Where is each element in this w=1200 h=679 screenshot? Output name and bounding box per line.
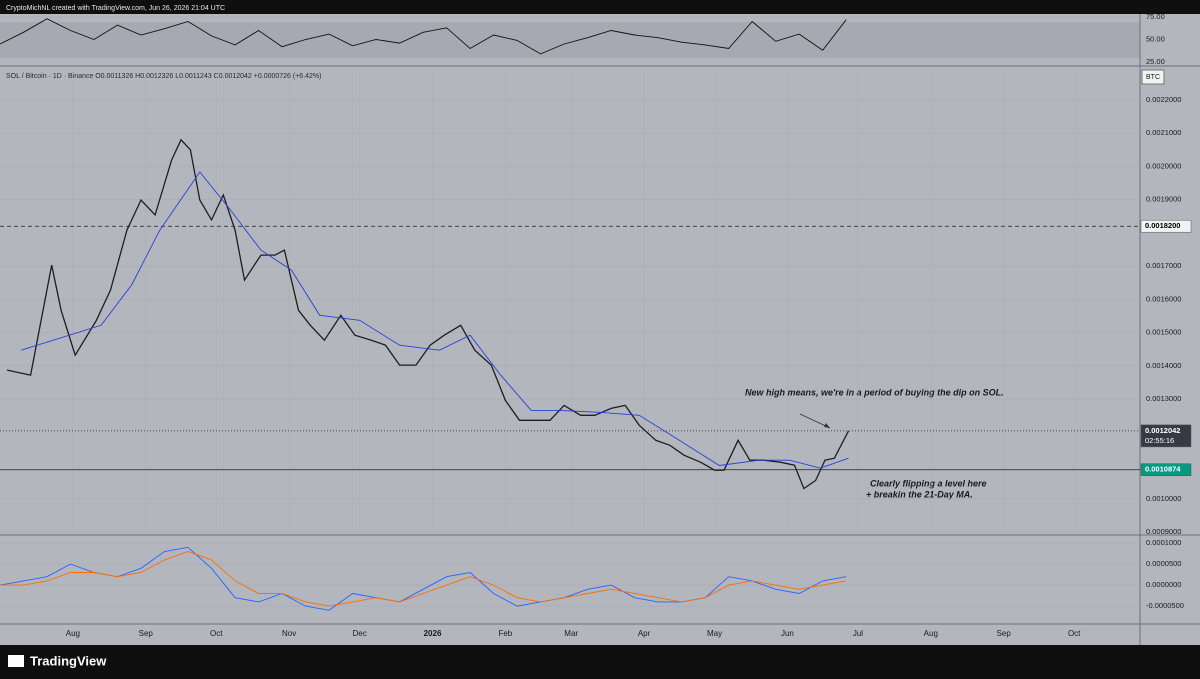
price-level-box	[1140, 219, 1192, 233]
series-line	[6, 138, 850, 490]
symbol-legend: SOL / Bitcoin · 1D · Binance O0.0011326 …	[6, 73, 322, 80]
price-level-label: 0.0018200	[1145, 221, 1180, 230]
currency-label: BTC	[1146, 74, 1160, 81]
y-tick-label: 0.0022000	[1146, 95, 1181, 104]
annotation: + breakin the 21-Day MA.	[866, 489, 973, 499]
y-tick-label: 0.0019000	[1146, 195, 1181, 204]
x-tick-label: Jul	[853, 629, 863, 638]
x-tick-label: Sep	[997, 629, 1012, 638]
price-level-box	[1140, 424, 1192, 448]
chart-background	[0, 14, 1200, 645]
y-tick-label: 0.0000500	[1146, 559, 1181, 568]
annotation: Clearly flipping a level here	[870, 478, 987, 488]
y-tick-label: 0.0010000	[1146, 494, 1181, 503]
x-tick-label: May	[707, 629, 722, 638]
x-tick-label: Aug	[924, 629, 938, 638]
annotation: New high means, we're in a period of buy…	[745, 387, 1004, 397]
y-tick-label: 0.0000000	[1146, 580, 1181, 589]
countdown: 02:55:16	[1145, 436, 1174, 445]
price-level-label: 0.0010874	[1145, 465, 1181, 474]
x-tick-label: Dec	[353, 629, 367, 638]
y-tick-label: 0.0020000	[1146, 161, 1181, 170]
y-tick-label: 0.0001000	[1146, 538, 1181, 547]
y-tick-label: 0.0021000	[1146, 128, 1181, 137]
x-tick-label: Aug	[66, 629, 80, 638]
rsi-band	[0, 22, 1140, 58]
x-tick-label: 2026	[424, 629, 442, 638]
y-tick-label: 50.00	[1146, 34, 1165, 43]
y-tick-label: 75.00	[1146, 12, 1165, 21]
header-text: CryptoMichNL created with TradingView.co…	[6, 5, 225, 12]
y-tick-label: 0.0017000	[1146, 261, 1181, 270]
y-tick-label: 0.0015000	[1146, 328, 1181, 337]
brand-name: TradingView	[30, 653, 107, 668]
x-tick-label: Feb	[498, 629, 512, 638]
y-tick-label: 25.00	[1146, 57, 1165, 66]
y-tick-label: -0.0000500	[1146, 601, 1184, 610]
y-tick-label: 0.0013000	[1146, 394, 1181, 403]
brand-logo	[8, 655, 24, 667]
price-level-box	[1140, 463, 1192, 476]
x-tick-label: Mar	[564, 629, 578, 638]
y-tick-label: 0.0009000	[1146, 527, 1181, 536]
x-tick-label: Sep	[139, 629, 154, 638]
x-tick-label: Nov	[282, 629, 296, 638]
x-tick-label: Apr	[638, 629, 651, 638]
y-tick-label: 0.0016000	[1146, 294, 1181, 303]
series-line	[21, 171, 849, 469]
x-tick-label: Oct	[1068, 629, 1081, 638]
series-line	[0, 18, 847, 55]
x-tick-label: Jun	[781, 629, 794, 638]
price-level-label: 0.0012042	[1145, 426, 1180, 435]
currency-box	[1141, 69, 1165, 85]
y-tick-label: 0.0014000	[1146, 361, 1181, 370]
arrow-head	[824, 423, 830, 428]
series-line	[0, 551, 847, 607]
x-tick-label: Oct	[210, 629, 223, 638]
